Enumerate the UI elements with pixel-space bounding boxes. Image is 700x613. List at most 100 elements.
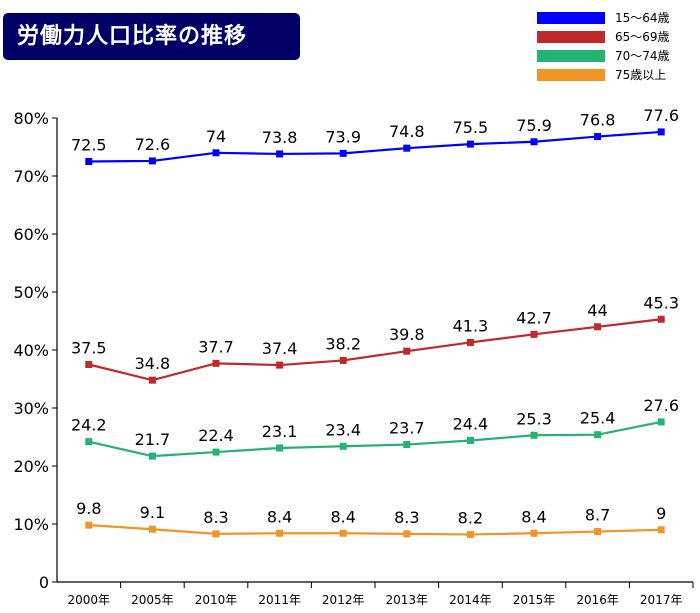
data-label: 74 — [206, 127, 226, 146]
data-label: 27.6 — [643, 396, 679, 415]
x-tick-label: 2014年 — [449, 593, 492, 607]
legend-label: 70～74歳 — [615, 49, 670, 63]
data-point — [276, 150, 284, 158]
data-label: 37.4 — [262, 339, 298, 358]
data-point — [148, 376, 156, 384]
data-point — [339, 149, 347, 157]
data-point — [339, 442, 347, 450]
data-point — [403, 441, 411, 449]
data-point — [276, 361, 284, 369]
data-point — [594, 323, 602, 331]
data-point — [85, 361, 93, 368]
y-tick-label: 70% — [13, 167, 49, 186]
y-tick-label: 30% — [13, 399, 49, 418]
data-label: 8.4 — [330, 507, 355, 526]
series-line — [88, 420, 662, 458]
data-label: 37.5 — [71, 339, 107, 358]
data-label: 38.2 — [325, 334, 361, 353]
y-tick-label: 0 — [39, 573, 49, 592]
data-point — [594, 133, 602, 141]
x-tick-label: 2005年 — [131, 593, 174, 607]
data-label: 23.7 — [389, 419, 425, 438]
data-point — [594, 431, 602, 439]
data-label: 76.8 — [580, 111, 616, 130]
data-point — [148, 157, 156, 165]
data-label: 8.3 — [203, 508, 228, 527]
data-label: 73.9 — [325, 127, 361, 146]
data-label: 9.8 — [76, 499, 101, 518]
data-label: 37.7 — [198, 337, 234, 356]
data-point — [212, 530, 220, 538]
data-point — [212, 448, 220, 456]
data-point — [466, 436, 474, 444]
data-point — [85, 521, 93, 529]
legend-label: 15～64歳 — [615, 11, 670, 25]
legend-label: 75歳以上 — [615, 68, 667, 82]
data-point — [657, 128, 665, 136]
data-label: 8.7 — [585, 506, 610, 525]
data-point — [403, 144, 411, 152]
legend-label: 65～69歳 — [615, 30, 670, 44]
chart-title: 労働力人口比率の推移 — [3, 13, 300, 60]
data-label: 72.5 — [71, 136, 107, 155]
data-label: 8.4 — [521, 507, 546, 526]
data-label: 45.3 — [643, 293, 679, 312]
series-line — [88, 524, 662, 536]
data-point — [403, 530, 411, 538]
data-point — [466, 338, 474, 346]
data-point — [530, 330, 538, 338]
data-point — [339, 356, 347, 364]
legend-item: 15～64歳 — [537, 11, 670, 25]
data-label: 25.3 — [516, 409, 552, 428]
data-label: 44 — [587, 301, 607, 320]
x-tick-label: 2011年 — [258, 593, 301, 607]
data-point — [530, 529, 538, 537]
y-tick-label: 50% — [13, 283, 49, 302]
legend-item: 65～69歳 — [537, 30, 670, 44]
data-label: 23.4 — [325, 420, 361, 439]
data-label: 39.8 — [389, 325, 425, 344]
data-point — [276, 444, 284, 452]
data-label: 21.7 — [135, 430, 171, 449]
data-label: 73.8 — [262, 128, 298, 147]
y-tick-label: 20% — [13, 457, 49, 476]
data-label: 8.4 — [267, 507, 292, 526]
data-point — [148, 525, 156, 533]
data-label: 41.3 — [453, 316, 489, 335]
x-tick-label: 2010年 — [195, 593, 238, 607]
data-label: 42.7 — [516, 308, 552, 327]
series-line — [88, 318, 662, 382]
x-tick-label: 2015年 — [513, 593, 556, 607]
data-point — [594, 528, 602, 536]
data-point — [530, 138, 538, 146]
data-label: 9 — [656, 504, 666, 523]
x-tick-label: 2017年 — [640, 593, 683, 607]
y-tick-label: 10% — [13, 515, 49, 534]
x-tick-label: 2012年 — [322, 593, 365, 607]
data-label: 22.4 — [198, 426, 234, 445]
x-tick-label: 2016年 — [576, 593, 619, 607]
data-label: 25.4 — [580, 409, 616, 428]
legend-item: 75歳以上 — [537, 68, 667, 82]
data-point — [276, 529, 284, 537]
data-point — [530, 431, 538, 439]
legend-swatch — [537, 11, 605, 24]
data-label: 24.2 — [71, 416, 107, 435]
data-point — [85, 158, 93, 165]
data-label: 8.3 — [394, 508, 419, 527]
legend-swatch — [537, 49, 605, 62]
data-label: 75.9 — [516, 116, 552, 135]
series-line — [88, 130, 662, 163]
data-label: 77.6 — [643, 106, 679, 125]
data-label: 74.8 — [389, 122, 425, 141]
x-tick-label: 2000年 — [68, 593, 111, 607]
data-point — [212, 359, 220, 367]
data-point — [466, 530, 474, 538]
data-label: 75.5 — [453, 118, 489, 137]
data-label: 23.1 — [262, 422, 298, 441]
x-tick-label: 2013年 — [386, 593, 429, 607]
data-point — [212, 149, 220, 157]
y-tick-label: 80% — [13, 109, 49, 128]
y-tick-label: 60% — [13, 225, 49, 244]
